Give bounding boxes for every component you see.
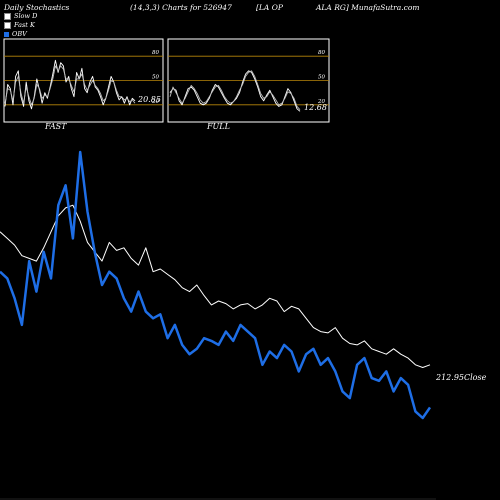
legend-item-obv: OBV <box>4 30 37 39</box>
full-panel: 20 50 80 12.68 FULL <box>167 38 330 131</box>
fast-panel-label: FAST <box>44 122 67 131</box>
obv-line <box>0 150 432 420</box>
full-tick-label-50: 50 <box>318 75 325 81</box>
legend-swatch-obv <box>4 32 9 37</box>
full-panel-label: FULL <box>206 122 230 131</box>
chart-header-symbol-a: [LA OP <box>256 3 283 12</box>
fast-series-1 <box>4 65 136 106</box>
legend-swatch-fast-k <box>4 22 11 29</box>
legend-item-slow-d: Slow D <box>4 12 37 21</box>
fast-panel: 20 50 80 20.85 FAST <box>3 38 164 131</box>
fast-tick-label-50: 50 <box>152 75 159 81</box>
legend-item-fast-k: Fast K <box>4 21 37 30</box>
full-series-1 <box>169 70 301 111</box>
chart-header-symbol-b: ALA RG] MunafaSutra.com <box>316 3 420 12</box>
main-chart <box>0 150 432 420</box>
fast-tick-label-80: 80 <box>152 50 159 56</box>
full-lines <box>169 70 301 112</box>
legend: Slow D Fast K OBV <box>4 12 37 39</box>
fast-lines <box>4 59 136 110</box>
fast-last-value: 20.85 <box>137 95 161 104</box>
chart-header-left: Daily Stochastics <box>4 3 70 12</box>
close-price-label: 212.95Close <box>435 373 487 382</box>
legend-label-slow-d: Slow D <box>14 12 38 20</box>
full-tick-label-20: 20 <box>317 99 325 105</box>
legend-label-obv: OBV <box>12 30 27 38</box>
fast-tick-label-20: 20 <box>151 99 159 105</box>
close-price-line <box>0 204 431 368</box>
full-tick-label-80: 80 <box>318 50 325 56</box>
legend-label-fast-k: Fast K <box>14 21 35 29</box>
full-grid: 20 50 80 <box>168 50 329 106</box>
legend-swatch-slow-d <box>4 13 11 20</box>
full-last-value: 12.68 <box>304 103 327 112</box>
chart-header-middle: (14,3,3) Charts for 526947 <box>130 3 232 12</box>
